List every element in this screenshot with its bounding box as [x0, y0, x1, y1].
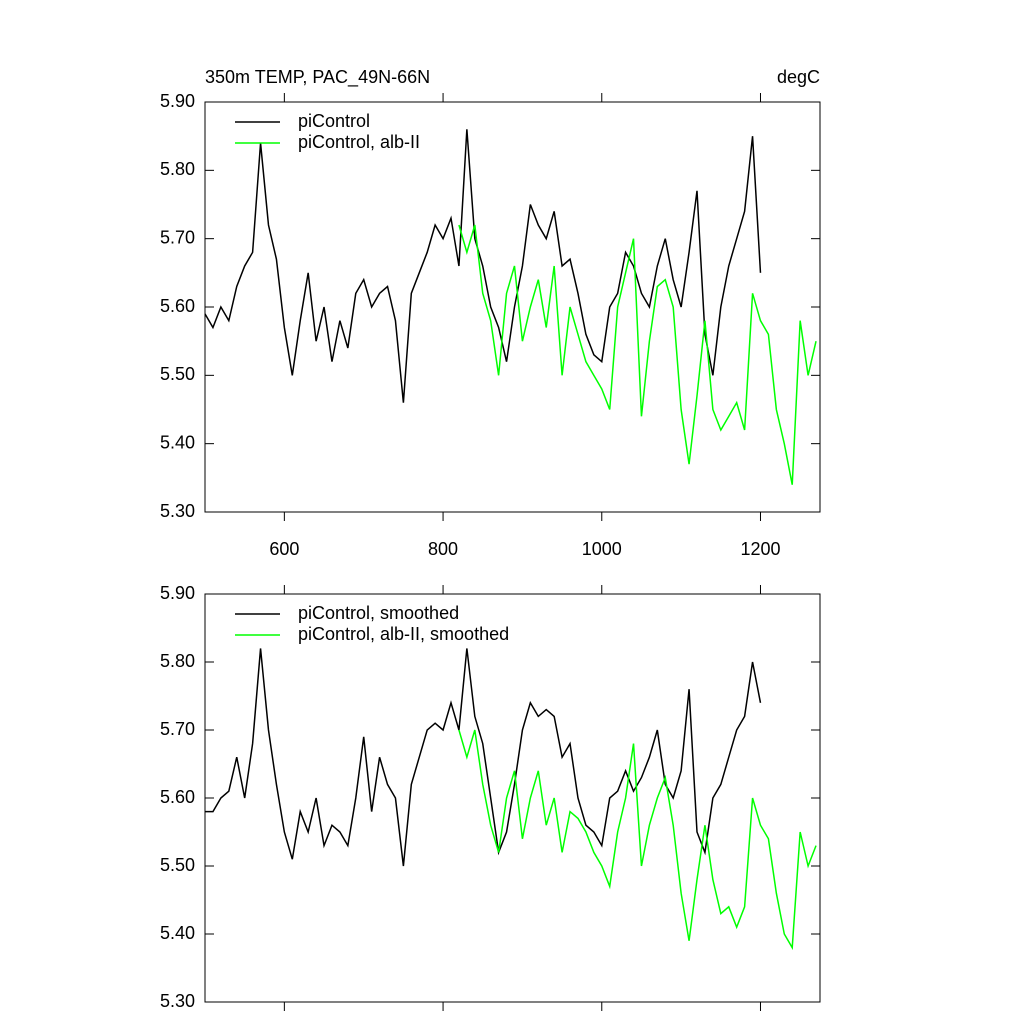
- x-tick-label: 800: [428, 539, 458, 559]
- y-tick-label: 5.90: [160, 583, 195, 603]
- y-tick-label: 5.30: [160, 991, 195, 1011]
- y-tick-label: 5.40: [160, 432, 195, 452]
- legend-label: piControl: [298, 111, 370, 131]
- legend-label: piControl, alb-II: [298, 132, 420, 152]
- y-tick-label: 5.50: [160, 364, 195, 384]
- y-tick-label: 5.70: [160, 227, 195, 247]
- y-tick-label: 5.60: [160, 787, 195, 807]
- y-tick-label: 5.30: [160, 501, 195, 521]
- y-tick-label: 5.70: [160, 719, 195, 739]
- data-line: [205, 648, 762, 867]
- data-line: [458, 729, 817, 951]
- legend-label: piControl, smoothed: [298, 603, 459, 623]
- plot-frame: [204, 101, 821, 513]
- y-tick-label: 5.80: [160, 651, 195, 671]
- x-tick-label: 1200: [740, 539, 780, 559]
- x-tick-label: 600: [269, 539, 299, 559]
- y-tick-label: 5.60: [160, 296, 195, 316]
- chart-title: 350m TEMP, PAC_49N-66N: [205, 67, 430, 88]
- data-line: [204, 129, 762, 403]
- y-tick-label: 5.80: [160, 159, 195, 179]
- y-tick-label: 5.40: [160, 923, 195, 943]
- y-tick-label: 5.50: [160, 855, 195, 875]
- y-tick-label: 5.90: [160, 91, 195, 111]
- data-line: [458, 224, 817, 485]
- units-label: degC: [777, 67, 820, 87]
- legend-label: piControl, alb-II, smoothed: [298, 624, 509, 644]
- x-tick-label: 1000: [582, 539, 622, 559]
